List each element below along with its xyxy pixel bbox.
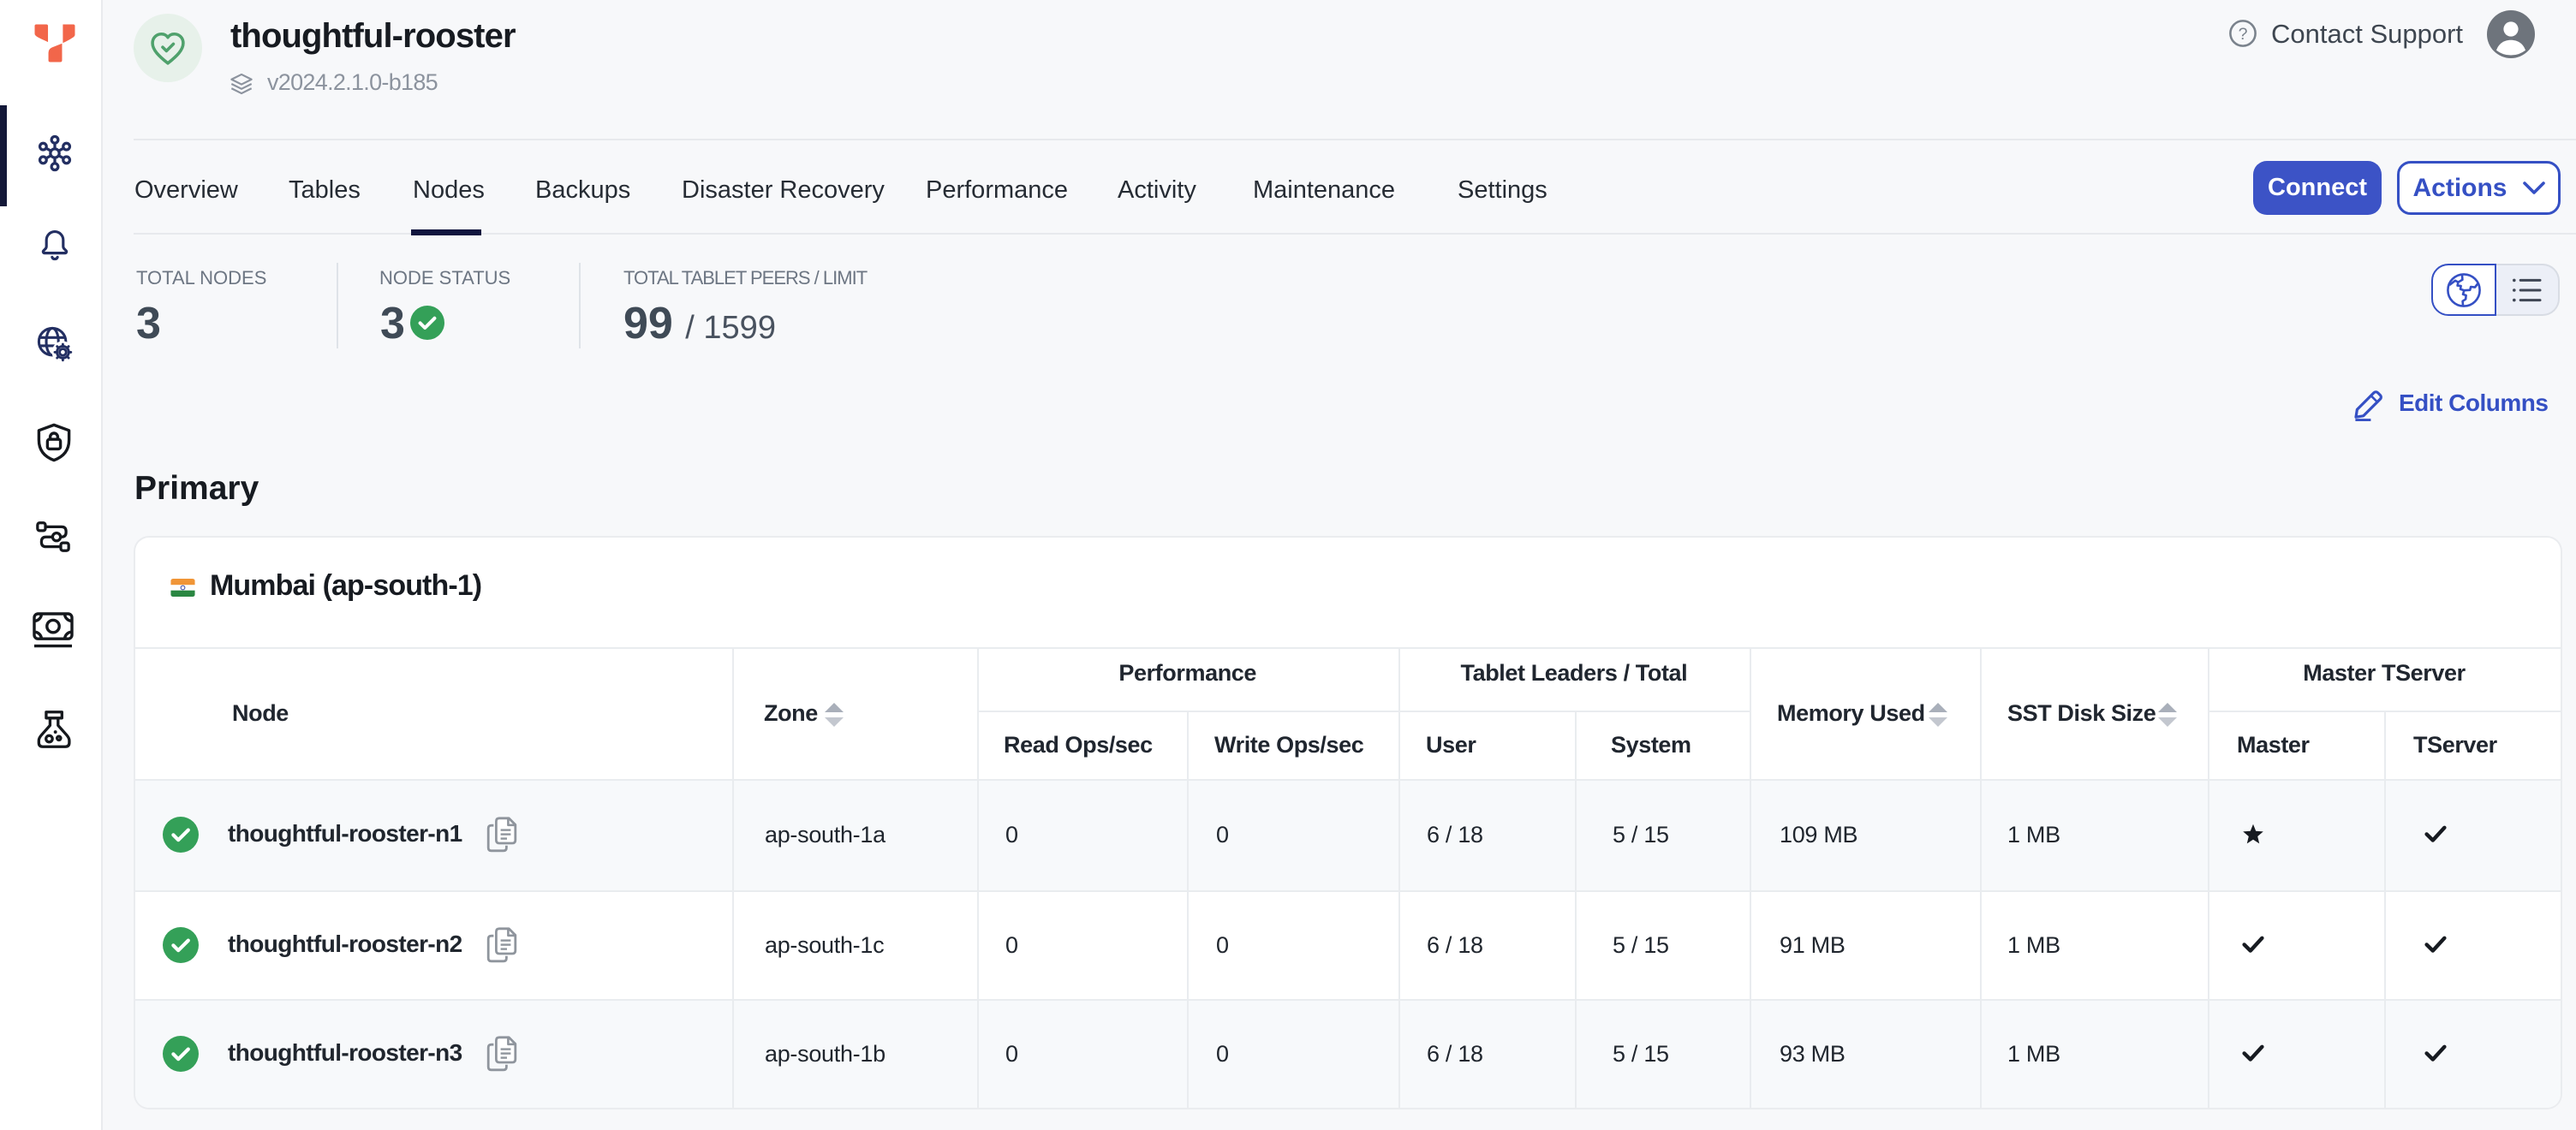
svg-text:?: ? xyxy=(2239,25,2248,44)
